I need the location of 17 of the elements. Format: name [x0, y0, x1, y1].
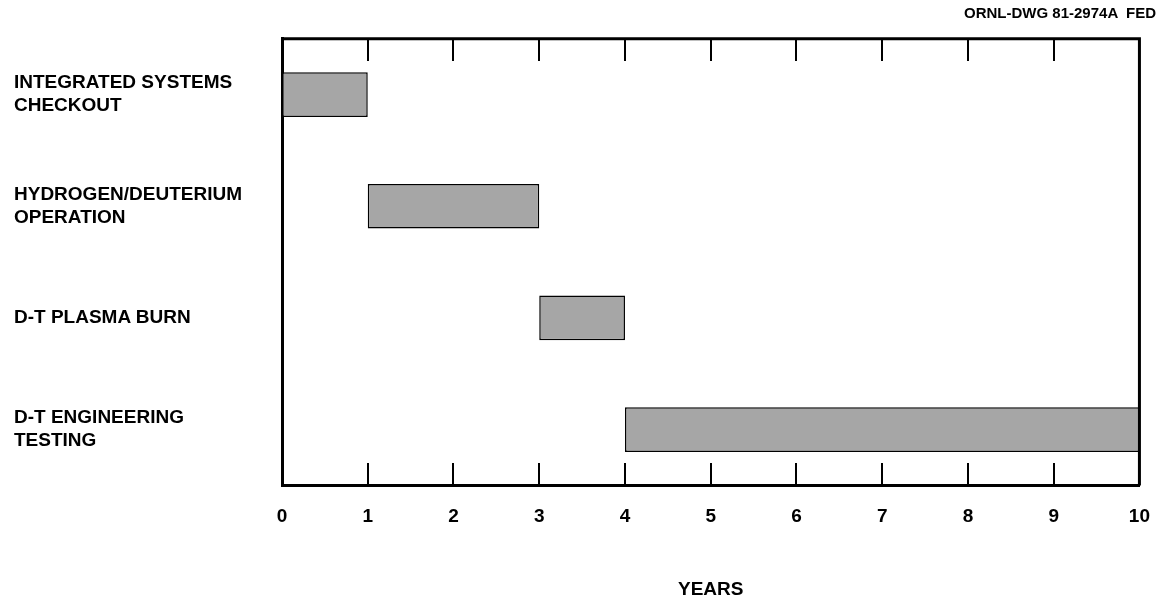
x-tick-label: 0 [276, 505, 288, 527]
x-tick-label: 9 [1048, 505, 1059, 527]
x-tick-label: 2 [448, 505, 459, 527]
x-tick-label: 8 [962, 505, 974, 527]
x-tick-label: 5 [705, 505, 717, 527]
x-tick-label: 3 [533, 505, 545, 527]
y-tick-label: HYDROGEN/DEUTERIUM OPERATION [14, 183, 243, 227]
x-tick-label: 7 [876, 505, 888, 527]
y-tick-label: D-T PLASMA BURN [14, 306, 191, 328]
y-tick-label: INTEGRATED SYSTEMS CHECKOUT [14, 71, 233, 116]
x-tick-label: 4 [619, 505, 631, 527]
text: ORNL-DWG 81-2974A FED [964, 4, 1156, 21]
x-tick-label: 1 [362, 505, 374, 527]
x-tick-label: 10 [1128, 505, 1150, 527]
y-tick-label: D-T ENGINEERING TESTING [14, 406, 184, 451]
x-axis-title: YEARS [677, 577, 744, 599]
x-tick-label: 6 [791, 505, 802, 527]
